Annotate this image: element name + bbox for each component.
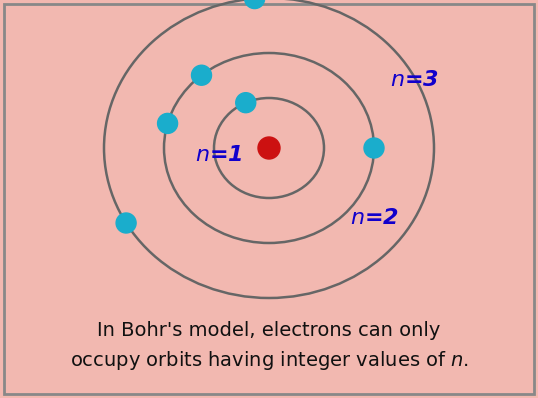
Text: $n$=2: $n$=2 — [350, 208, 399, 228]
Circle shape — [116, 213, 136, 233]
Circle shape — [236, 93, 256, 113]
Circle shape — [258, 137, 280, 159]
Circle shape — [245, 0, 265, 9]
Text: $n$=1: $n$=1 — [195, 145, 243, 165]
Text: In Bohr's model, electrons can only: In Bohr's model, electrons can only — [97, 320, 441, 339]
Circle shape — [158, 113, 178, 133]
Text: $n$=3: $n$=3 — [390, 70, 439, 90]
Circle shape — [364, 138, 384, 158]
Text: occupy orbits having integer values of $n$.: occupy orbits having integer values of $… — [69, 349, 469, 371]
Circle shape — [192, 65, 211, 85]
